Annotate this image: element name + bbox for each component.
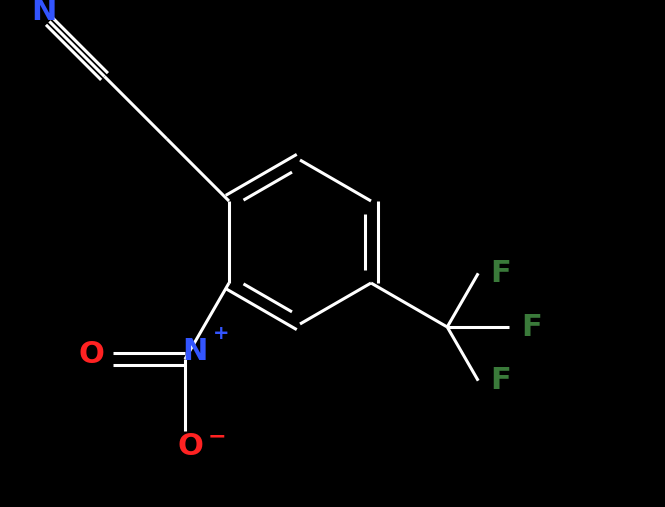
Text: N: N	[182, 337, 207, 366]
Text: +: +	[213, 323, 229, 343]
Text: F: F	[521, 312, 541, 342]
Text: O: O	[177, 431, 203, 461]
Text: N: N	[32, 0, 57, 26]
Text: F: F	[490, 259, 511, 288]
Text: F: F	[490, 366, 511, 395]
Text: −: −	[207, 426, 226, 446]
Text: O: O	[78, 340, 104, 369]
